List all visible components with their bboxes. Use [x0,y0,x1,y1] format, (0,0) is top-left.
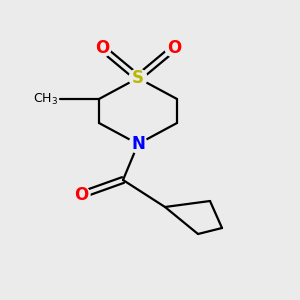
Text: S: S [132,69,144,87]
Circle shape [129,135,147,153]
Text: N: N [131,135,145,153]
Circle shape [93,39,111,57]
Circle shape [165,39,183,57]
Text: O: O [167,39,181,57]
Text: O: O [95,39,109,57]
Text: CH$_3$: CH$_3$ [33,92,58,106]
Text: O: O [74,186,88,204]
Circle shape [72,186,90,204]
Circle shape [129,69,147,87]
